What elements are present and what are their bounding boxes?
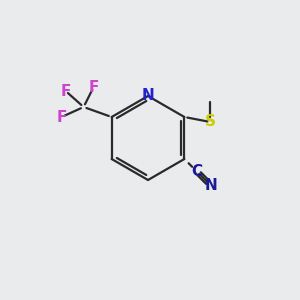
Text: F: F [60, 83, 71, 98]
Text: N: N [142, 88, 154, 103]
Text: F: F [88, 80, 99, 94]
Text: N: N [205, 178, 217, 194]
Text: C: C [191, 164, 202, 178]
Text: F: F [56, 110, 67, 124]
Text: S: S [205, 115, 216, 130]
